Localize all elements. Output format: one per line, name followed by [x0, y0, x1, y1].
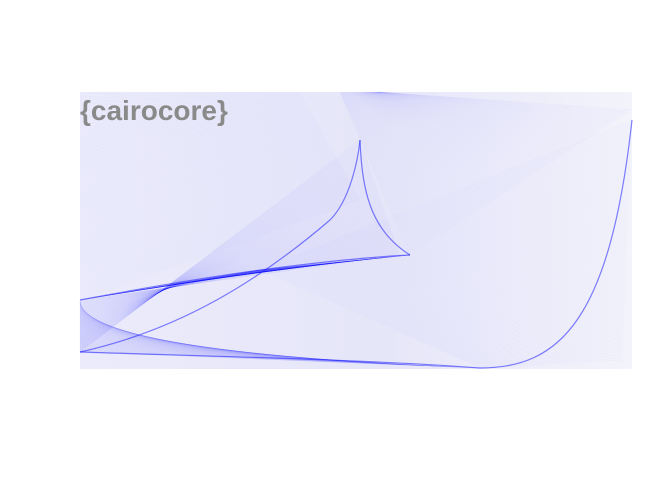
- string-art-lines: [79, 91, 633, 369]
- artwork-background: [80, 92, 632, 369]
- cairocore-logo-text: {cairocore}: [80, 95, 228, 126]
